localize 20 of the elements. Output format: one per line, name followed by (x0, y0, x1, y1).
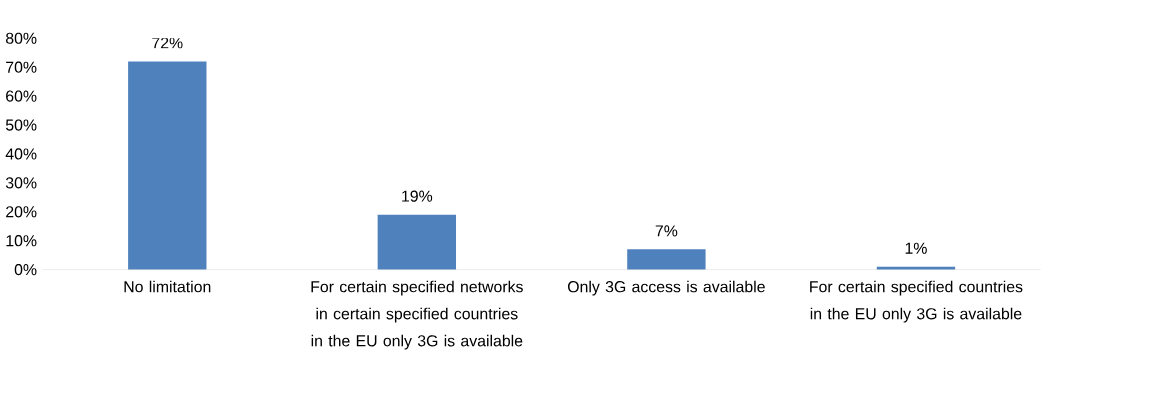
y-tick-label: 20% (6, 206, 37, 218)
y-tick-label: 40% (5, 148, 37, 160)
bar (876, 266, 956, 270)
y-tick-label: 80% (5, 32, 37, 44)
x-tick-label: For certain specified countries in the EU only 3G is available (810, 280, 1023, 323)
bar (128, 61, 207, 270)
y-tick-label: 30% (5, 177, 37, 189)
x-tick-label: For certain specified networks in certain specified countries in the EU only 3G is available (311, 280, 523, 350)
data-label: 7% (655, 225, 678, 237)
x-tick-label: Only 3G access is available (567, 280, 765, 296)
y-tick-label: 70% (6, 61, 37, 73)
y-tick-label: 10% (6, 234, 37, 247)
x-tick-label: No limitation (124, 280, 211, 293)
bar (627, 249, 706, 270)
y-tick-label: 60% (6, 90, 37, 102)
data-label: 19% (402, 190, 433, 202)
y-tick-label: 50% (5, 119, 37, 131)
y-tick-label: 0% (14, 263, 37, 276)
data-label: 1% (905, 242, 927, 254)
bar (377, 214, 457, 270)
